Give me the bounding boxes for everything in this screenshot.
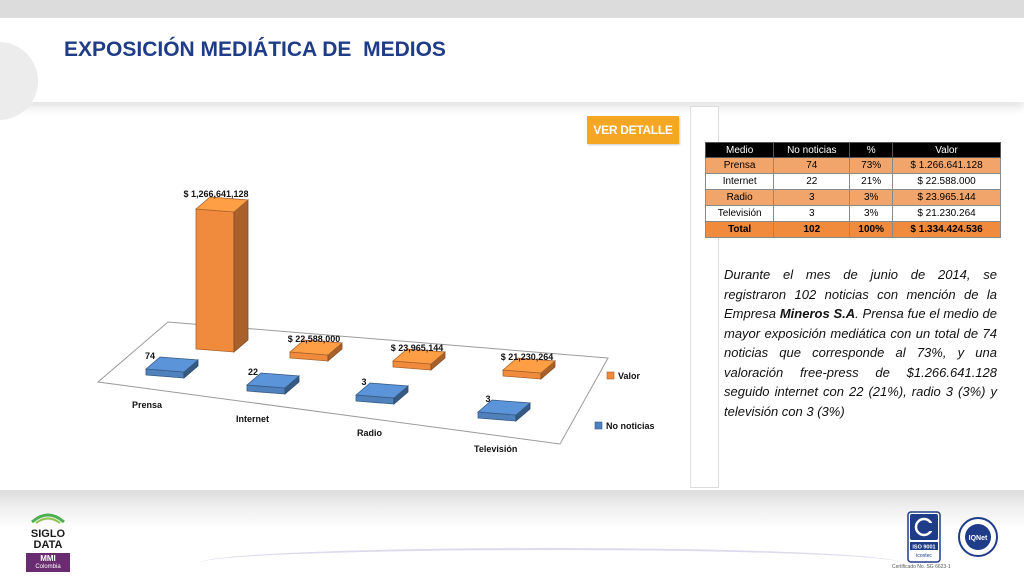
valor-data-label: $ 1,266,641,128 xyxy=(183,189,248,199)
logo-swirl-icon xyxy=(31,513,65,524)
valor-bar-3-top xyxy=(502,357,556,374)
table-header-percent: % xyxy=(849,142,894,158)
table-cell: Televisión xyxy=(704,205,775,222)
iso-org-label: icontec xyxy=(916,553,932,559)
table-cell: 3 xyxy=(773,205,851,222)
valor-data-label: $ 23,965,144 xyxy=(391,343,444,353)
table-row: Internet 22 21% $ 22.588.000 xyxy=(704,173,1001,190)
ver-detalle-button[interactable]: VER DETALLE xyxy=(587,116,679,144)
noticias-bar-2-top xyxy=(355,382,409,399)
noticias-bar-0-top xyxy=(145,356,199,373)
valor-bar-2-top xyxy=(392,348,446,365)
table-cell: 21% xyxy=(849,173,894,190)
category-axis-label: Televisión xyxy=(474,444,517,454)
summary-text-part2: . Prensa fue el medio de mayor exposició… xyxy=(724,306,997,419)
table-header-noticias: No noticias xyxy=(773,142,851,158)
footer-decoration xyxy=(200,548,900,578)
table-cell: $ 21.230.264 xyxy=(892,205,1001,222)
media-summary-table: Medio No noticias % Valor Prensa 74 73% … xyxy=(704,142,1001,238)
noticias-data-label: 3 xyxy=(361,377,366,387)
iso-9001-badge-icon: ISO 9001 icontec xyxy=(907,511,941,563)
valor-bar-1-top xyxy=(289,339,343,356)
valor-bar-0-front xyxy=(195,208,235,353)
table-cell: $ 1.334.424.536 xyxy=(892,221,1001,238)
summary-company-name: Mineros S.A xyxy=(779,306,856,321)
chart-floor-plane xyxy=(96,321,609,445)
table-row: Prensa 74 73% $ 1.266.641.128 xyxy=(704,157,1001,174)
legend-label: No noticias xyxy=(606,421,655,431)
table-header-medio: Medio xyxy=(704,142,775,158)
noticias-data-label: 74 xyxy=(145,351,155,361)
top-band xyxy=(0,0,1024,18)
valor-data-label: $ 22,588,000 xyxy=(288,334,341,344)
valor-bar-0-side xyxy=(233,199,249,353)
summary-paragraph: Durante el mes de junio de 2014, se regi… xyxy=(724,265,997,421)
iqnet-label: IQNet xyxy=(969,535,988,542)
table-cell: 3 xyxy=(773,189,851,206)
siglo-data-logo: SIGLO DATA MMI Colombia xyxy=(26,512,70,572)
summary-text-part1: Durante el mes de junio de 2014, se regi… xyxy=(724,267,997,321)
iqnet-badge-icon: IQNet xyxy=(958,517,998,557)
category-axis-label: Internet xyxy=(236,414,269,424)
table-cell: $ 23.965.144 xyxy=(892,189,1001,206)
table-cell: Total xyxy=(704,221,775,238)
table-header-row: Medio No noticias % Valor xyxy=(704,142,1001,158)
legend-swatch xyxy=(594,421,603,430)
valor-bar-0-top xyxy=(195,196,249,213)
table-cell: Internet xyxy=(704,173,775,190)
table-header-valor: Valor xyxy=(892,142,1001,158)
logo-country: Colombia xyxy=(26,564,70,572)
noticias-data-label: 3 xyxy=(485,394,490,404)
slide-title: EXPOSICIÓN MEDIÁTICA DE MEDIOS xyxy=(64,38,446,61)
legend-label: Valor xyxy=(618,371,641,381)
noticias-bar-3-top xyxy=(477,399,531,416)
table-cell: 100% xyxy=(849,221,894,238)
table-cell: Prensa xyxy=(704,157,775,174)
category-axis-label: Prensa xyxy=(132,400,163,410)
slide-header xyxy=(0,18,1024,120)
table-cell: $ 22.588.000 xyxy=(892,173,1001,190)
table-row: Televisión 3 3% $ 21.230.264 xyxy=(704,205,1001,222)
table-row: Radio 3 3% $ 23.965.144 xyxy=(704,189,1001,206)
legend-swatch xyxy=(606,371,615,380)
certificate-number: Certificado No. SG 6623-1 xyxy=(892,564,951,570)
table-cell: $ 1.266.641.128 xyxy=(892,157,1001,174)
table-cell: 22 xyxy=(773,173,851,190)
table-cell: 73% xyxy=(849,157,894,174)
table-cell: 3% xyxy=(849,205,894,222)
media-exposure-chart: $ 1,266,641,128 74 $ 22,588,000 22 $ 23,965,… xyxy=(96,189,655,454)
noticias-data-label: 22 xyxy=(248,367,258,377)
table-cell: 3% xyxy=(849,189,894,206)
table-cell: 74 xyxy=(773,157,851,174)
table-cell: 102 xyxy=(773,221,851,238)
noticias-bar-1-top xyxy=(246,372,300,389)
category-axis-label: Radio xyxy=(357,428,383,438)
valor-data-label: $ 21,230,264 xyxy=(501,352,554,362)
iso-label: ISO 9001 xyxy=(912,545,935,551)
logo-mmi: MMI xyxy=(26,553,70,564)
logo-wordmark: SIGLO DATA xyxy=(30,528,66,551)
table-total-row: Total 102 100% $ 1.334.424.536 xyxy=(704,221,1001,238)
table-cell: Radio xyxy=(704,189,775,206)
